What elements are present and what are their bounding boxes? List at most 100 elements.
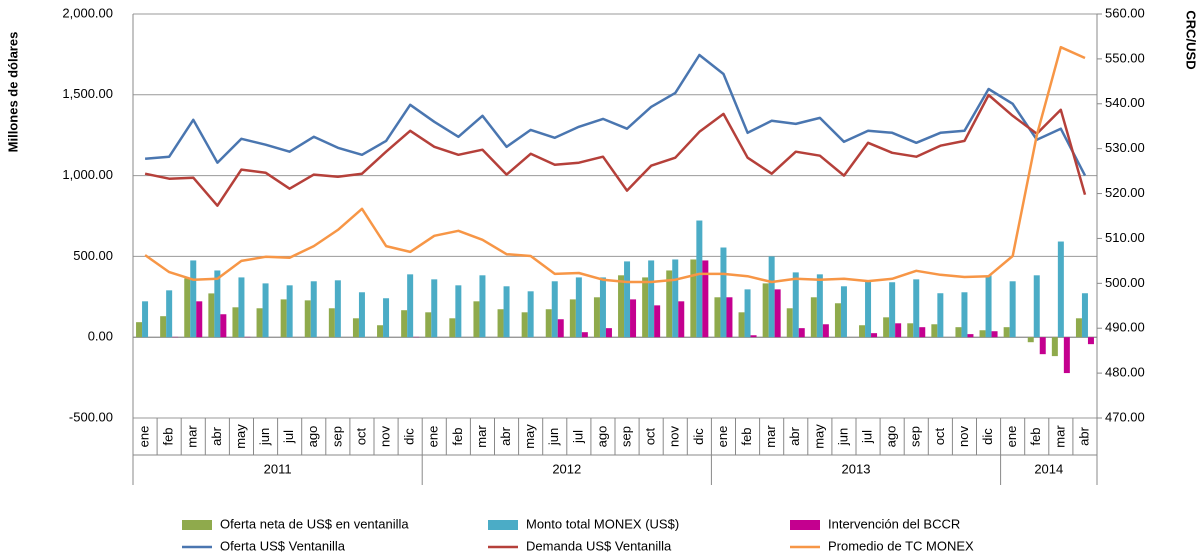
bar: [196, 301, 203, 338]
x-tick-label: mar: [474, 425, 489, 448]
y2-tick-label: 560.00: [1105, 5, 1145, 20]
x-tick-label: mar: [1052, 425, 1067, 448]
x-tick-label: feb: [161, 427, 176, 445]
y2-tick-label: 490.00: [1105, 320, 1145, 335]
x-tick-label: dic: [402, 428, 417, 445]
x-tick-label: dic: [980, 428, 995, 445]
bar: [545, 309, 552, 338]
bar: [599, 277, 606, 338]
bar: [654, 305, 661, 338]
x-tick-label: ene: [136, 426, 151, 448]
bar: [256, 308, 263, 338]
bar: [859, 325, 866, 338]
bar: [1075, 318, 1082, 338]
year-label: 2013: [842, 461, 871, 476]
bar: [895, 323, 902, 338]
bar: [262, 283, 269, 338]
bar: [822, 324, 829, 338]
bar: [232, 307, 239, 338]
bar: [334, 280, 341, 338]
y-tick-label: 1,000.00: [62, 167, 113, 182]
bar: [286, 285, 293, 338]
bar: [1003, 327, 1010, 338]
bar: [503, 286, 510, 338]
x-tick-label: ene: [1004, 426, 1019, 448]
y2-tick-label: 520.00: [1105, 185, 1145, 200]
bar: [1051, 337, 1058, 357]
x-tick-label: jul: [281, 430, 296, 444]
bar: [383, 298, 390, 338]
bar: [136, 322, 143, 338]
bar: [648, 260, 655, 338]
bar: [575, 277, 582, 338]
bar: [1009, 281, 1016, 338]
x-tick-label: jun: [546, 428, 561, 446]
y-tick-label: 500.00: [73, 248, 113, 263]
y-tick-label: -500.00: [69, 409, 113, 424]
x-tick-label: sep: [618, 426, 633, 447]
x-tick-label: may: [522, 424, 537, 449]
bar: [497, 309, 504, 338]
y2-tick-label: 530.00: [1105, 140, 1145, 155]
bar: [991, 331, 998, 338]
legend-label: Promedio de TC MONEX: [828, 538, 974, 553]
bar: [985, 275, 992, 338]
bar: [979, 330, 986, 338]
bar: [160, 316, 167, 338]
x-tick-label: oct: [932, 427, 947, 445]
legend-label: Demanda US$ Ventanilla: [526, 538, 672, 553]
x-tick-label: nov: [956, 426, 971, 447]
bar: [310, 281, 317, 338]
bar: [967, 334, 974, 338]
bar: [810, 297, 817, 338]
bar: [1033, 275, 1040, 338]
x-tick-label: ene: [426, 426, 441, 448]
y-tick-label: 2,000.00: [62, 5, 113, 20]
x-tick-label: ago: [305, 426, 320, 448]
bar: [1087, 337, 1094, 345]
bar: [768, 256, 775, 338]
bar: [527, 291, 534, 338]
x-tick-label: sep: [329, 426, 344, 447]
x-tick-label: abr: [498, 426, 513, 445]
x-tick-label: jul: [570, 430, 585, 444]
legend-label: Oferta US$ Ventanilla: [220, 538, 346, 553]
bar: [593, 297, 600, 338]
bar: [407, 274, 414, 338]
bar: [798, 328, 805, 338]
bar: [214, 270, 221, 338]
bar: [678, 301, 685, 338]
bar: [720, 247, 727, 338]
bar: [581, 332, 588, 338]
y2-axis-label: CRC/USD: [1184, 10, 1199, 69]
x-tick-label: feb: [450, 427, 465, 445]
bar: [208, 293, 215, 338]
bar: [774, 289, 781, 338]
bar: [521, 312, 528, 338]
bar: [961, 292, 968, 338]
bar: [726, 297, 733, 338]
bar: [696, 220, 703, 338]
y-tick-label: 0.00: [88, 329, 113, 344]
x-tick-label: feb: [739, 427, 754, 445]
bar: [786, 308, 793, 338]
bar: [955, 327, 962, 338]
x-tick-label: ago: [594, 426, 609, 448]
x-tick-label: jun: [835, 428, 850, 446]
bar: [738, 312, 745, 338]
bar: [792, 272, 799, 338]
bar: [642, 277, 649, 338]
bar: [889, 282, 896, 338]
x-tick-label: jun: [257, 428, 272, 446]
x-tick-label: may: [233, 424, 248, 449]
bar: [551, 281, 558, 338]
bar: [352, 318, 359, 338]
bar: [871, 333, 878, 338]
bar: [1063, 337, 1070, 374]
bar: [714, 297, 721, 338]
x-tick-label: abr: [787, 426, 802, 445]
x-tick-label: oct: [643, 427, 658, 445]
x-tick-label: dic: [691, 428, 706, 445]
bar: [840, 286, 847, 338]
